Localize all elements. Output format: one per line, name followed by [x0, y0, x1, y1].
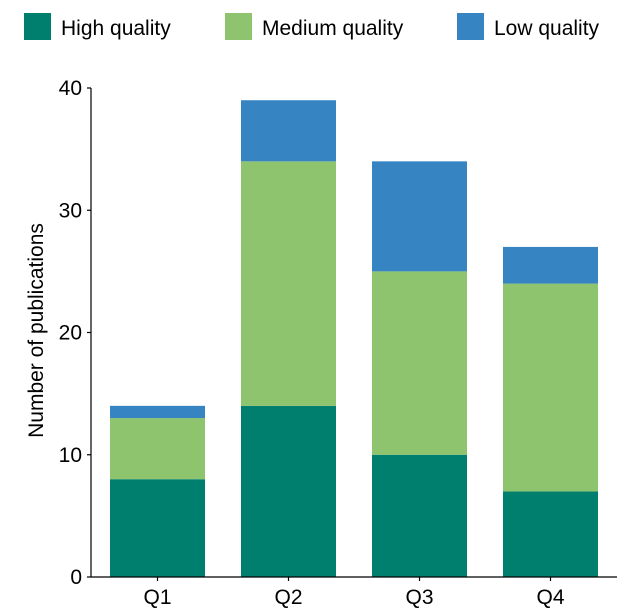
y-tick-label: 10 — [59, 444, 82, 467]
bar-segment-high-quality-q1 — [110, 479, 205, 577]
legend: High quality Medium quality Low quality — [24, 13, 600, 40]
bar-segment-high-quality-q2 — [241, 405, 336, 577]
bar-segment-medium-quality-q2 — [241, 161, 336, 406]
legend-item-high-quality: High quality — [24, 13, 171, 40]
y-axis-title: Number of publications — [25, 223, 48, 438]
y-tick-label: 30 — [59, 199, 82, 222]
x-axis: Q1 Q2 Q3 Q4 — [91, 576, 617, 608]
bar-segment-low-quality-q3 — [372, 161, 467, 272]
bar-segment-low-quality-q1 — [110, 405, 205, 419]
bar-segment-medium-quality-q1 — [110, 418, 205, 480]
y-axis: 0 10 20 30 40 — [59, 77, 92, 589]
legend-swatch — [225, 13, 252, 40]
x-tick-label-q1: Q1 — [143, 586, 171, 608]
x-tick-label-q3: Q3 — [405, 586, 433, 608]
legend-label: Medium quality — [262, 17, 404, 40]
bar-segment-high-quality-q4 — [503, 491, 598, 577]
y-tick-label: 40 — [59, 77, 82, 100]
x-tick-label-q2: Q2 — [274, 586, 302, 608]
legend-label: High quality — [61, 17, 171, 40]
legend-swatch — [24, 13, 51, 40]
bar-segment-low-quality-q2 — [241, 100, 336, 162]
bar-segment-high-quality-q3 — [372, 454, 467, 577]
bar-segment-medium-quality-q4 — [503, 283, 598, 492]
y-tick-label: 0 — [70, 566, 82, 589]
legend-item-low-quality: Low quality — [457, 13, 600, 40]
bar-segment-medium-quality-q3 — [372, 271, 467, 455]
legend-swatch — [457, 13, 484, 40]
bar-segment-low-quality-q4 — [503, 246, 598, 284]
legend-label: Low quality — [494, 17, 600, 40]
legend-item-medium-quality: Medium quality — [225, 13, 404, 40]
x-tick-label-q4: Q4 — [536, 586, 564, 608]
y-tick-label: 20 — [59, 322, 82, 345]
bars — [110, 100, 598, 577]
